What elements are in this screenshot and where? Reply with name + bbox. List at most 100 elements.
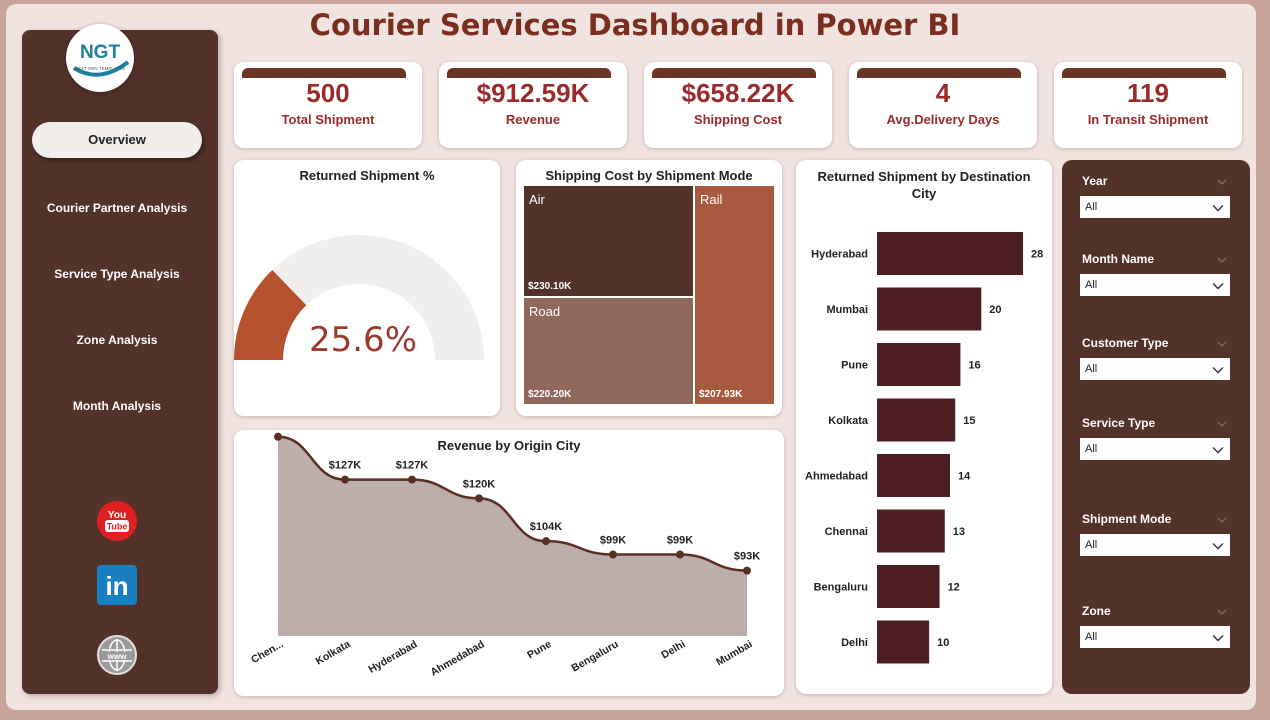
bar[interactable] [877,454,950,497]
slicer-selected-value: All [1085,631,1098,643]
bar[interactable] [877,509,945,553]
bar[interactable] [877,565,940,608]
bar[interactable] [877,620,930,664]
bar-chart-title: Returned Shipment by Destination City [817,169,1031,201]
area-point[interactable] [609,550,617,559]
kpi-label: Revenue [505,112,561,127]
bar-category-label: Kolkata [828,415,869,427]
treemap-tile-air[interactable]: Air $230.10K [524,186,693,296]
bar-chart: Hyderabad 28 Mumbai 20 Pune 16 Kolkata 15 Ahmeda… [805,232,1043,664]
area-category-label: Chen... [249,638,285,666]
slicer-year-label: Year [1082,174,1108,188]
svg-text:in: in [105,571,128,601]
revenue-by-origin-card[interactable]: Revenue by Origin City $143KChen...$127K… [234,430,784,696]
treemap-tile-value: $230.10K [528,281,572,292]
area-data-label: $99K [600,535,626,547]
nav-courier-partner-analysisbutton[interactable]: Courier Partner Analysis [46,201,188,215]
chevron-down-icon[interactable] [1216,254,1228,266]
area-point[interactable] [408,475,416,484]
slicer-year-dropdown[interactable]: All [1080,196,1230,218]
kpi-header-bar [1062,68,1226,78]
youtube-icon[interactable]: You Tube [96,500,138,542]
treemap-tile-name: Air [529,192,545,207]
chevron-down-icon[interactable] [1216,606,1228,618]
nav-service-type-analysisbutton[interactable]: Service Type Analysis [54,267,180,281]
slicer-selected-value: All [1085,201,1098,213]
slicer-service-type-dropdown[interactable]: All [1080,438,1230,460]
nav-overviewbutton[interactable]: Overview [32,122,202,158]
chevron-down-icon [1212,205,1224,212]
bar[interactable] [877,232,1023,275]
filter-panel: Year All Month Name All Customer Type Al… [1062,160,1250,694]
chevron-down-icon [1212,447,1224,454]
chevron-down-icon[interactable] [1216,176,1228,188]
treemap-tile-road[interactable]: Road $220.20K [524,298,693,404]
treemap-tile-value: $220.20K [528,389,572,400]
linkedin-icon[interactable]: in [96,564,138,606]
gauge-value: 25.6% [309,320,417,360]
gauge-chart: 25.6% [234,235,484,360]
chevron-down-icon[interactable] [1216,514,1228,526]
bar-value-label: 20 [989,304,1001,316]
bar[interactable] [877,398,956,442]
kpi-card[interactable]: 4 Avg.Delivery Days [849,62,1037,148]
kpi-label: In Transit Shipment [1087,112,1209,127]
returned-shipment-gauge-card[interactable]: Returned Shipment % 25.6% [234,160,500,416]
chevron-down-icon[interactable] [1216,338,1228,350]
treemap-tile-rail[interactable]: Rail $207.93K [695,186,774,404]
area-fill [278,436,747,636]
treemap-chart: Air $230.10K Road $220.20K Rail $207.93K [524,186,774,404]
bar[interactable] [877,343,961,386]
area-point[interactable] [274,432,282,441]
slicer-service-type-label: Service Type [1082,416,1156,430]
area-data-label: $127K [329,460,361,472]
sidebar: NGT NEXT GEN TEMPLATES Overview Courier P… [22,24,218,694]
gauge-title: Returned Shipment % [299,168,435,183]
area-point[interactable] [676,550,684,559]
returned-by-destination-card[interactable]: Returned Shipment by Destination City Hy… [796,160,1052,694]
kpi-card[interactable]: $658.22K Shipping Cost [644,62,832,148]
area-category-label: Delhi [659,638,687,661]
kpi-card[interactable]: $912.59K Revenue [439,62,627,148]
bar-value-label: 16 [968,360,980,372]
kpi-value: 119 [1127,78,1169,108]
kpi-value: 4 [935,78,951,108]
area-point[interactable] [341,475,349,484]
nav-month-analysisbutton[interactable]: Month Analysis [72,399,162,413]
area-point[interactable] [475,494,483,503]
kpi-label: Shipping Cost [693,112,783,127]
slicer-selected-value: All [1085,363,1098,375]
area-point[interactable] [743,566,751,575]
nav-zone-analysisbutton[interactable]: Zone Analysis [76,333,158,347]
area-point[interactable] [542,537,550,546]
slicer-selected-value: All [1085,443,1098,455]
website-globe-icon[interactable]: www [96,634,138,676]
slicer-selected-value: All [1085,539,1098,551]
kpi-card[interactable]: 500 Total Shipment [234,62,422,148]
kpi-card[interactable]: 119 In Transit Shipment [1054,62,1242,148]
kpi-label: Total Shipment [281,112,375,127]
chevron-down-icon [1212,367,1224,374]
svg-text:Tube: Tube [107,522,128,532]
gauge-fill [234,269,307,360]
slicer-month-name-dropdown[interactable]: All [1080,274,1230,296]
page-title: Courier Services Dashboard in Power BI [309,8,961,42]
bar-category-label: Pune [841,360,868,372]
bar-category-label: Chennai [825,526,868,538]
logo-subtext: NEXT GEN TEMPLATES [75,66,126,71]
chevron-down-icon[interactable] [1216,418,1228,430]
kpi-header-bar [447,68,611,78]
svg-text:www: www [107,652,127,661]
area-chart: $143KChen...$127KKolkata$127KHyderabad$1… [249,432,760,679]
logo-text: NGT [80,42,121,63]
bar-category-label: Mumbai [826,304,868,316]
bar[interactable] [877,287,982,331]
treemap-tile-value: $207.93K [699,389,743,400]
area-category-label: Mumbai [714,638,754,668]
chevron-down-icon [1212,543,1224,550]
slicer-customer-type-dropdown[interactable]: All [1080,358,1230,380]
slicer-zone-dropdown[interactable]: All [1080,626,1230,648]
shipping-cost-treemap-card[interactable]: Shipping Cost by Shipment Mode Air $230.… [516,160,782,416]
slicer-shipment-mode-dropdown[interactable]: All [1080,534,1230,556]
kpi-value: $912.59K [476,78,590,108]
